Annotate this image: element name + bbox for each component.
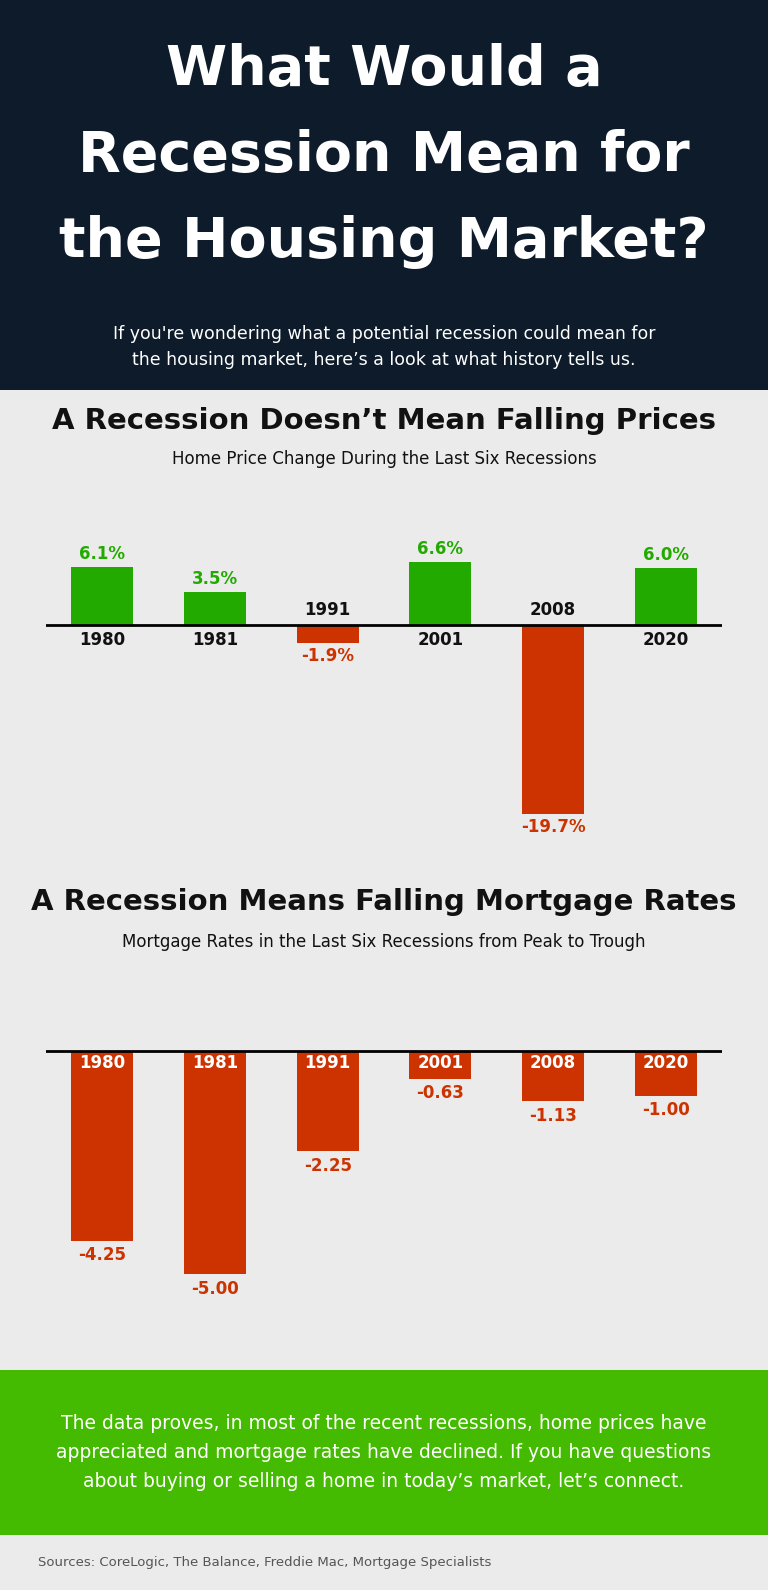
Text: -19.7%: -19.7% (521, 819, 585, 836)
Bar (71, 566, 134, 625)
Text: 6.6%: 6.6% (417, 541, 463, 558)
Text: Sources: CoreLogic, The Balance, Freddie Mac, Mortgage Specialists: Sources: CoreLogic, The Balance, Freddie… (38, 1557, 492, 1569)
Bar (409, 561, 472, 625)
Text: Recession Mean for: Recession Mean for (78, 129, 690, 183)
Text: 1981: 1981 (192, 1054, 238, 1072)
Text: the Housing Market?: the Housing Market? (59, 215, 709, 269)
Bar (522, 625, 584, 814)
Text: 2008: 2008 (530, 1054, 576, 1072)
Text: 6.1%: 6.1% (79, 545, 125, 563)
Text: The data proves, in most of the recent recessions, home prices have
appreciated : The data proves, in most of the recent r… (56, 1414, 712, 1491)
Text: 2001: 2001 (417, 631, 463, 649)
Text: -2.25: -2.25 (303, 1158, 352, 1175)
Text: 2020: 2020 (643, 1054, 689, 1072)
Text: 2008: 2008 (530, 601, 576, 620)
Text: Mortgage Rates in the Last Six Recessions from Peak to Trough: Mortgage Rates in the Last Six Recession… (122, 932, 646, 951)
Bar (71, 1051, 134, 1240)
Text: 1980: 1980 (79, 1054, 125, 1072)
Text: 1991: 1991 (305, 601, 351, 620)
Text: 1981: 1981 (192, 631, 238, 649)
Text: -1.9%: -1.9% (301, 647, 354, 665)
Text: 2020: 2020 (643, 631, 689, 649)
Bar (634, 1051, 697, 1096)
Text: Home Price Change During the Last Six Recessions: Home Price Change During the Last Six Re… (171, 450, 597, 467)
Text: A Recession Doesn’t Mean Falling Prices: A Recession Doesn’t Mean Falling Prices (52, 407, 716, 434)
Text: 3.5%: 3.5% (192, 569, 238, 588)
Bar (296, 1051, 359, 1151)
Bar (409, 1051, 472, 1080)
Text: 1980: 1980 (79, 631, 125, 649)
Bar (296, 625, 359, 644)
Text: 1991: 1991 (305, 1054, 351, 1072)
Bar (184, 591, 246, 625)
Bar (634, 568, 697, 625)
Text: -0.63: -0.63 (416, 1084, 465, 1102)
Bar (522, 1051, 584, 1102)
Text: -1.00: -1.00 (642, 1100, 690, 1119)
Text: If you're wondering what a potential recession could mean for
the housing market: If you're wondering what a potential rec… (113, 324, 655, 369)
Text: 2001: 2001 (417, 1054, 463, 1072)
Text: -5.00: -5.00 (191, 1280, 239, 1297)
Text: A Recession Means Falling Mortgage Rates: A Recession Means Falling Mortgage Rates (31, 887, 737, 916)
Text: 6.0%: 6.0% (643, 545, 689, 564)
Text: What Would a: What Would a (166, 43, 602, 97)
Text: -4.25: -4.25 (78, 1247, 127, 1264)
Bar (184, 1051, 246, 1275)
Text: -1.13: -1.13 (529, 1107, 577, 1124)
